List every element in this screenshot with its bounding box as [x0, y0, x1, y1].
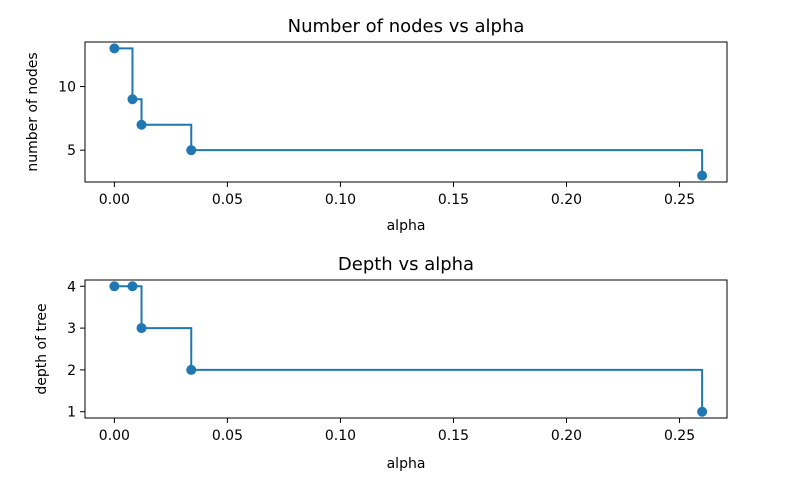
plot-frame [84, 279, 728, 419]
x-tick-label: 0.05 [212, 192, 243, 208]
data-point [136, 119, 147, 130]
data-point [186, 145, 197, 156]
x-tick-label: 0.10 [325, 192, 356, 208]
chart-title: Depth vs alpha [338, 254, 474, 275]
x-tick-label: 0.25 [664, 192, 695, 208]
data-point [186, 364, 197, 375]
y-axis-label: depth of tree [34, 303, 50, 394]
y-tick-label: 5 [67, 143, 76, 159]
x-tick-label: 0.25 [664, 428, 695, 444]
x-tick-label: 0.20 [551, 192, 582, 208]
x-tick-label: 0.20 [551, 428, 582, 444]
series-line [114, 47, 704, 176]
data-point [136, 323, 147, 334]
chart-title: Number of nodes vs alpha [288, 16, 525, 37]
data-point [127, 281, 138, 292]
data-point [109, 281, 120, 292]
data-point [127, 94, 138, 105]
x-tick-label: 0.05 [212, 428, 243, 444]
x-tick-label: 0.00 [99, 428, 130, 444]
nodes-vs-alpha-chart: Number of nodes vs alpha alpha number of n… [25, 16, 728, 234]
y-tick-label: 4 [67, 279, 76, 295]
y-tick-label: 3 [67, 321, 76, 337]
y-tick-label: 1 [67, 405, 76, 421]
plot-frame [84, 41, 728, 183]
x-axis-label: alpha [387, 218, 426, 234]
x-tick-label: 0.10 [325, 428, 356, 444]
data-point [697, 406, 708, 417]
x-axis-label: alpha [387, 456, 426, 472]
y-tick-label: 2 [67, 363, 76, 379]
depth-vs-alpha-chart: Depth vs alpha alpha depth of tree 0.00 0.05… [34, 254, 728, 472]
y-tick-label: 10 [58, 80, 76, 96]
series-line [114, 285, 704, 412]
data-point [697, 170, 708, 181]
y-axis-label: number of nodes [25, 52, 41, 171]
x-tick-label: 0.15 [438, 192, 469, 208]
data-point [109, 43, 120, 54]
x-tick-label: 0.00 [99, 192, 130, 208]
x-tick-label: 0.15 [438, 428, 469, 444]
